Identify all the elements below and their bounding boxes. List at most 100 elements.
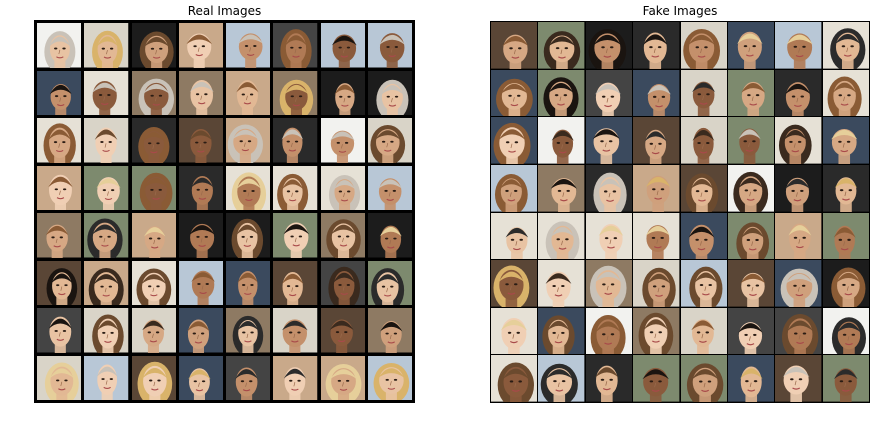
real-face-image (131, 213, 176, 258)
fake-face-image (822, 69, 869, 117)
real-face-image (178, 165, 223, 210)
fake-face-image (585, 117, 633, 164)
fake-face-image (680, 22, 727, 69)
fake-face-image (680, 69, 727, 117)
real-face-image (320, 355, 365, 400)
fake-face-image (633, 69, 680, 117)
fake-face-image (538, 117, 585, 164)
real-face-image (37, 23, 82, 68)
real-face-image (131, 23, 176, 68)
real-face-image (226, 165, 271, 210)
real-face-image (273, 23, 318, 68)
fake-face-image (633, 307, 680, 355)
fake-face-image (775, 22, 822, 69)
real-face-image (37, 308, 82, 353)
real-face-image (131, 355, 176, 400)
real-face-image (367, 118, 412, 163)
real-face-image (367, 23, 412, 68)
real-face-image (131, 118, 176, 163)
fake-face-image (538, 69, 585, 117)
real-face-image (320, 23, 365, 68)
real-face-image (320, 260, 365, 305)
real-face-image (273, 355, 318, 400)
real-face-image (320, 118, 365, 163)
real-face-image (226, 70, 271, 115)
fake-face-image (822, 212, 869, 260)
real-face-image (273, 165, 318, 210)
real-face-image (273, 118, 318, 163)
fake-face-image (680, 307, 727, 355)
real-face-image (37, 260, 82, 305)
real-face-image (367, 308, 412, 353)
real-face-image (226, 308, 271, 353)
fake-face-image (491, 117, 538, 164)
real-face-image (131, 308, 176, 353)
real-images-title: Real Images (187, 4, 262, 18)
fake-face-image (491, 164, 538, 212)
real-face-image (273, 70, 318, 115)
fake-face-image (538, 164, 585, 212)
real-face-image (84, 70, 129, 115)
real-face-image (367, 260, 412, 305)
real-face-image (37, 165, 82, 210)
real-face-image (178, 260, 223, 305)
real-face-image (84, 355, 129, 400)
fake-face-image (775, 164, 822, 212)
fake-face-image (633, 164, 680, 212)
real-face-image (226, 118, 271, 163)
fake-face-image (775, 355, 822, 402)
fake-face-image (727, 260, 775, 307)
fake-face-image (727, 164, 775, 212)
fake-face-image (491, 355, 538, 402)
real-face-image (37, 118, 82, 163)
real-face-image (226, 355, 271, 400)
real-face-image (84, 118, 129, 163)
fake-face-image (538, 260, 585, 307)
real-face-image (320, 70, 365, 115)
fake-face-image (538, 355, 585, 402)
fake-face-image (822, 307, 869, 355)
fake-face-image (585, 355, 633, 402)
fake-face-image (680, 164, 727, 212)
fake-face-image (822, 117, 869, 164)
real-face-image (226, 23, 271, 68)
fake-face-image (822, 22, 869, 69)
fake-face-image (538, 307, 585, 355)
real-face-image (367, 213, 412, 258)
fake-face-image (491, 69, 538, 117)
real-face-image (320, 213, 365, 258)
fake-face-image (633, 22, 680, 69)
real-face-image (84, 308, 129, 353)
real-face-image (84, 165, 129, 210)
fake-face-image (727, 117, 775, 164)
fake-face-image (680, 117, 727, 164)
fake-face-image (538, 22, 585, 69)
fake-images-grid (490, 21, 870, 403)
fake-face-image (585, 164, 633, 212)
real-face-image (320, 165, 365, 210)
real-face-image (367, 70, 412, 115)
fake-face-image (491, 307, 538, 355)
fake-face-image (775, 212, 822, 260)
real-face-image (367, 165, 412, 210)
fake-face-image (585, 22, 633, 69)
fake-face-image (822, 260, 869, 307)
fake-face-image (727, 22, 775, 69)
real-face-image (178, 70, 223, 115)
fake-face-image (585, 260, 633, 307)
real-face-image (367, 355, 412, 400)
real-face-image (37, 355, 82, 400)
real-face-image (131, 260, 176, 305)
real-face-image (273, 213, 318, 258)
fake-face-image (727, 69, 775, 117)
fake-face-image (491, 260, 538, 307)
fake-face-image (585, 69, 633, 117)
real-face-image (178, 23, 223, 68)
real-face-image (84, 213, 129, 258)
real-face-image (37, 70, 82, 115)
real-face-image (178, 118, 223, 163)
fake-face-image (633, 117, 680, 164)
fake-face-image (822, 355, 869, 402)
real-face-image (178, 355, 223, 400)
real-face-image (320, 308, 365, 353)
